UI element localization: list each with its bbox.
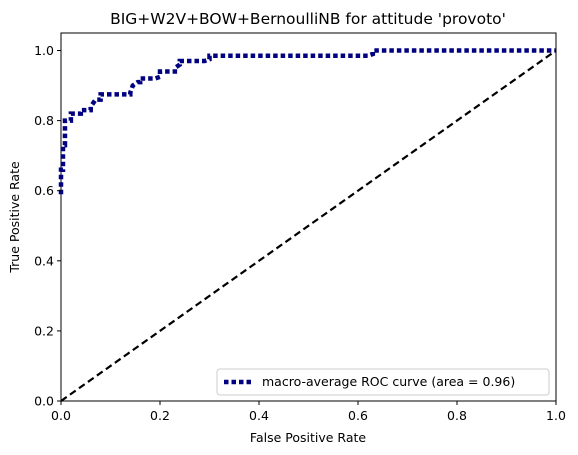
x-tick-label: 0.8 (447, 408, 467, 423)
legend: macro-average ROC curve (area = 0.96) (216, 368, 550, 396)
x-tick-label: 0.4 (249, 408, 269, 423)
plot-frame (60, 32, 557, 402)
y-axis-label: True Positive Rate (7, 161, 22, 274)
plot-area (58, 32, 557, 402)
x-axis-label: False Positive Rate (250, 430, 366, 445)
y-tick-label: 0.4 (34, 253, 54, 268)
y-tick-label: 1.0 (34, 43, 54, 58)
series-layer (58, 48, 557, 402)
x-tick-label: 0.2 (150, 408, 170, 423)
x-tick-label: 0.6 (348, 408, 368, 423)
legend-box (216, 368, 550, 396)
y-tick-label: 0.2 (34, 323, 54, 338)
y-tick-label: 0.6 (34, 183, 54, 198)
legend-label: macro-average ROC curve (area = 0.96) (262, 374, 515, 389)
x-tick-label: 0.0 (51, 408, 71, 423)
y-tick-label: 0.0 (34, 394, 54, 409)
x-axis: 0.0 0.2 0.4 0.6 0.8 1.0 (51, 401, 566, 423)
chart-title: BIG+W2V+BOW+BernoulliNB for attitude 'pr… (110, 10, 506, 28)
roc-curve-line (58, 48, 556, 195)
y-axis: 0.0 0.2 0.4 0.6 0.8 1.0 (34, 43, 61, 409)
y-tick-label: 0.8 (34, 113, 54, 128)
chance-diagonal-line (60, 49, 557, 402)
x-tick-label: 1.0 (546, 408, 566, 423)
